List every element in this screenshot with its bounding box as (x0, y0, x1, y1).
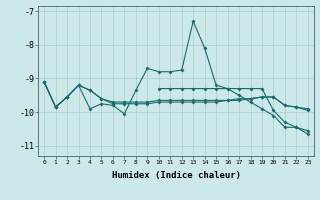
X-axis label: Humidex (Indice chaleur): Humidex (Indice chaleur) (111, 171, 241, 180)
